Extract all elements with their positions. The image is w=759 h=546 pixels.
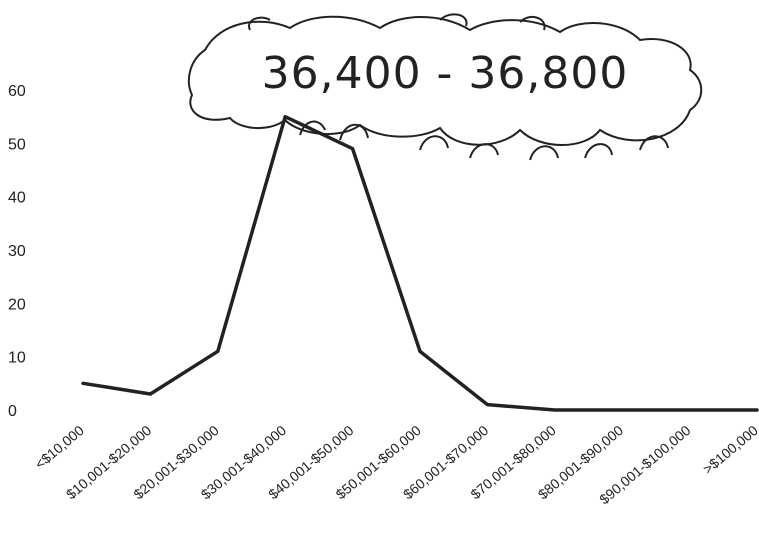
y-tick-label: 10 [8, 350, 26, 367]
cloud-curl [248, 13, 546, 31]
y-tick-label: 50 [8, 136, 26, 153]
y-tick-label: 0 [8, 403, 17, 420]
cloud-bumps [299, 120, 669, 161]
annotation-text: 36,400 - 36,800 [262, 48, 629, 99]
x-tick-label: >$100,000 [700, 422, 759, 477]
y-tick-label: 30 [8, 243, 26, 260]
x-axis-ticks: <$10,000$10,001-$20,000$20,001-$30,000$3… [32, 422, 759, 507]
series-line [81, 114, 759, 412]
y-tick-label: 40 [8, 190, 26, 207]
annotation-cloud: 36,400 - 36,800 [187, 13, 703, 161]
x-tick-label: <$10,000 [32, 422, 87, 472]
y-axis-ticks: 0 10 20 30 40 50 60 [8, 83, 26, 420]
y-tick-label: 60 [8, 83, 26, 100]
cloud-outline [187, 15, 703, 146]
series-layer [81, 114, 759, 412]
y-tick-label: 20 [8, 296, 26, 313]
